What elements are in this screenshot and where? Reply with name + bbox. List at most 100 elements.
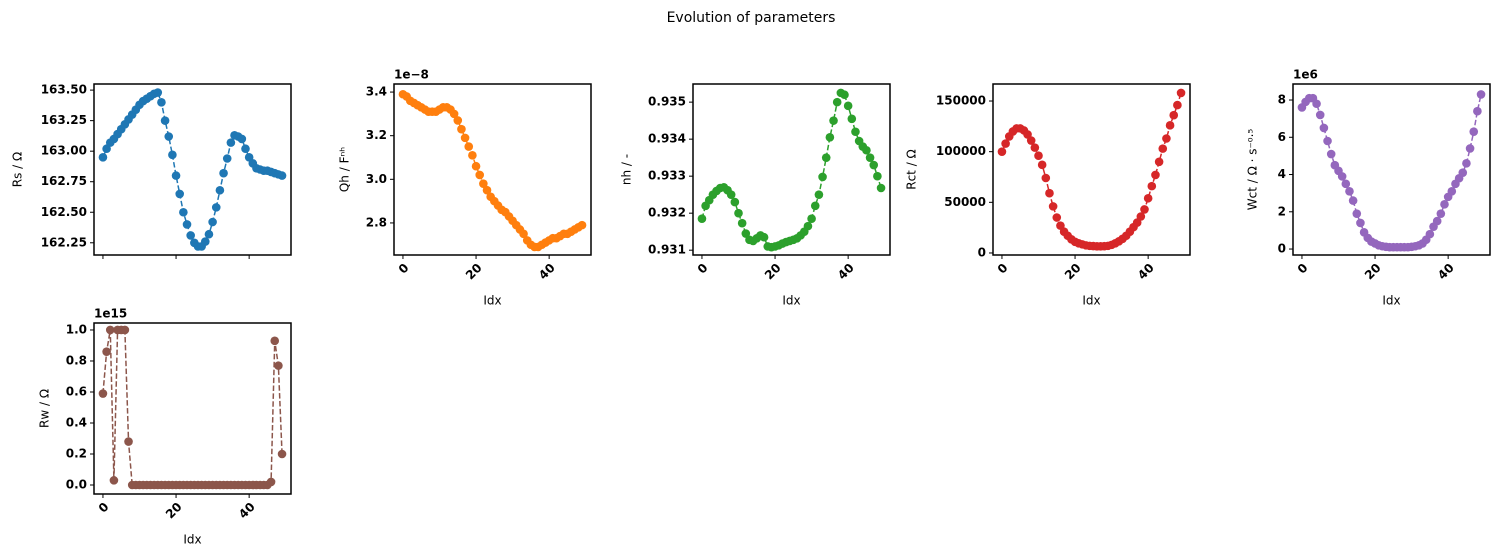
marker xyxy=(457,124,466,134)
marker xyxy=(1465,144,1475,153)
series-line xyxy=(1301,94,1482,248)
marker xyxy=(577,220,587,230)
subplot: 0 2 4 6 8 0 20 40 Wct / Ω ⋅ s⁻⁰·⁵ Idx 1e6 xyxy=(1246,68,1491,308)
x-tick-label: 0 xyxy=(96,500,112,516)
marker xyxy=(1315,110,1325,120)
marker xyxy=(105,325,115,335)
y-tick-label: 3.0 xyxy=(366,172,387,186)
marker xyxy=(1323,136,1332,146)
marker xyxy=(759,232,769,242)
marker xyxy=(1143,193,1153,203)
marker xyxy=(109,476,119,485)
marker xyxy=(453,116,463,125)
marker xyxy=(1440,200,1449,209)
y-tick-label: 2 xyxy=(1278,204,1286,218)
x-tick-label: 0 xyxy=(695,261,711,277)
y-tick-label: 150000 xyxy=(936,94,986,108)
y-tick-label: 0.934 xyxy=(648,132,686,146)
marker xyxy=(208,217,217,227)
y-tick-label: 163.00 xyxy=(41,144,87,158)
x-tick-label: 20 xyxy=(463,261,485,283)
marker xyxy=(1352,209,1362,218)
offset-label: 1e−8 xyxy=(394,68,429,82)
y-tick-label: 0 xyxy=(1278,242,1286,256)
marker xyxy=(1341,179,1351,189)
y-tick-label: 162.75 xyxy=(41,174,87,188)
marker xyxy=(274,361,283,370)
series-line xyxy=(102,329,283,486)
marker xyxy=(1037,160,1047,170)
x-tick-label: 40 xyxy=(536,261,558,283)
y-tick-label: 163.50 xyxy=(41,83,87,97)
y-tick-label: 0.8 xyxy=(66,353,87,367)
y-tick-label: 0.6 xyxy=(66,384,87,398)
marker xyxy=(277,171,287,180)
marker xyxy=(471,161,481,171)
y-tick-label: 50000 xyxy=(944,195,986,209)
marker xyxy=(1473,106,1482,116)
marker xyxy=(734,208,743,218)
y-axis-label: Rct / Ω xyxy=(905,149,919,189)
marker xyxy=(997,147,1007,156)
marker xyxy=(807,214,816,224)
x-tick-label: 0 xyxy=(396,261,412,277)
marker xyxy=(211,203,221,212)
x-tick-label: 20 xyxy=(1362,261,1384,283)
marker xyxy=(1312,99,1321,109)
y-tick-label: 8 xyxy=(1278,93,1286,107)
marker xyxy=(1140,205,1149,214)
series-line xyxy=(1001,92,1182,248)
marker xyxy=(182,220,192,229)
y-axis-label: Wct / Ω ⋅ s⁻⁰·⁵ xyxy=(1246,129,1260,211)
y-tick-label: 163.25 xyxy=(41,113,87,127)
marker xyxy=(1030,143,1040,152)
axes-frame xyxy=(1292,83,1491,256)
marker xyxy=(1169,110,1179,120)
marker xyxy=(1162,134,1171,143)
marker xyxy=(737,218,747,228)
subplot: 0 50000 100000 150000 0 20 40 Rct / Ω Idx xyxy=(905,83,1191,308)
x-tick-label: 20 xyxy=(762,261,784,283)
marker xyxy=(237,134,247,144)
marker xyxy=(1154,157,1164,167)
axes-frame xyxy=(93,322,292,495)
marker xyxy=(475,170,485,180)
marker xyxy=(277,449,287,459)
y-tick-label: 162.25 xyxy=(41,235,87,249)
y-axis-label: Rw / Ω xyxy=(38,389,52,428)
marker xyxy=(153,88,163,97)
marker xyxy=(1425,229,1435,239)
marker xyxy=(851,127,860,137)
marker xyxy=(1136,212,1146,221)
marker xyxy=(160,116,170,125)
marker xyxy=(726,190,736,199)
marker xyxy=(1045,188,1054,198)
y-tick-label: 2.8 xyxy=(366,215,387,229)
marker xyxy=(1345,186,1354,196)
subplot: 162.25 162.50 162.75 163.00 163.25 163.50 Rs /… xyxy=(11,83,292,259)
y-tick-label: 0.2 xyxy=(66,447,87,461)
marker xyxy=(215,185,225,195)
marker xyxy=(468,151,477,160)
marker xyxy=(847,114,857,124)
axes-frame xyxy=(93,83,292,256)
marker xyxy=(164,132,174,141)
y-tick-label: 0.935 xyxy=(648,95,686,109)
marker xyxy=(270,336,280,346)
subplot: 0.931 0.932 0.933 0.934 0.935 0 20 40 nh / - Idx xyxy=(620,83,891,308)
marker xyxy=(219,168,228,178)
y-tick-label: 100000 xyxy=(936,144,986,158)
y-tick-label: 0 xyxy=(978,245,986,259)
marker xyxy=(1048,202,1058,211)
x-tick-label: 40 xyxy=(835,261,857,283)
x-axis-label: Idx xyxy=(183,533,201,547)
marker xyxy=(464,142,474,151)
subplot: 0.0 0.2 0.4 0.6 0.8 1.0 0 20 40 Rw / Ω Idx 1e15 xyxy=(38,307,292,547)
axes-frame xyxy=(393,83,592,256)
marker xyxy=(825,132,835,142)
y-tick-label: 0.933 xyxy=(648,169,686,183)
marker xyxy=(1356,218,1365,228)
marker xyxy=(869,160,879,170)
x-tick-label: 40 xyxy=(236,500,258,522)
